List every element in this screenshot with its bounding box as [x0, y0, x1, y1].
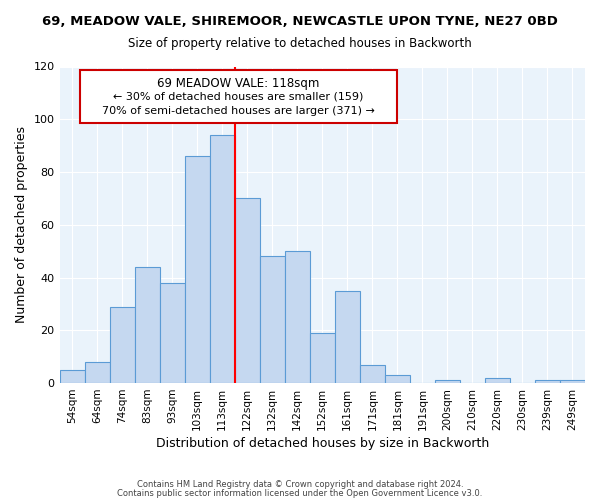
- Bar: [160, 283, 185, 383]
- Bar: [360, 364, 385, 383]
- Bar: [560, 380, 585, 383]
- Bar: [385, 375, 410, 383]
- Bar: [185, 156, 209, 383]
- Text: ← 30% of detached houses are smaller (159): ← 30% of detached houses are smaller (15…: [113, 92, 364, 102]
- Text: Contains HM Land Registry data © Crown copyright and database right 2024.: Contains HM Land Registry data © Crown c…: [137, 480, 463, 489]
- Bar: [335, 290, 360, 383]
- Bar: [485, 378, 510, 383]
- Bar: [285, 251, 310, 383]
- Bar: [535, 380, 560, 383]
- Bar: [260, 256, 285, 383]
- Bar: [80, 70, 397, 123]
- Bar: [435, 380, 460, 383]
- Text: 69, MEADOW VALE, SHIREMOOR, NEWCASTLE UPON TYNE, NE27 0BD: 69, MEADOW VALE, SHIREMOOR, NEWCASTLE UP…: [42, 15, 558, 28]
- Text: 70% of semi-detached houses are larger (371) →: 70% of semi-detached houses are larger (…: [102, 106, 375, 116]
- Y-axis label: Number of detached properties: Number of detached properties: [15, 126, 28, 324]
- X-axis label: Distribution of detached houses by size in Backworth: Distribution of detached houses by size …: [155, 437, 489, 450]
- Text: Size of property relative to detached houses in Backworth: Size of property relative to detached ho…: [128, 38, 472, 51]
- Bar: [59, 370, 85, 383]
- Text: Contains public sector information licensed under the Open Government Licence v3: Contains public sector information licen…: [118, 488, 482, 498]
- Bar: [310, 333, 335, 383]
- Bar: [110, 306, 134, 383]
- Bar: [235, 198, 260, 383]
- Bar: [209, 135, 235, 383]
- Bar: [134, 267, 160, 383]
- Text: 69 MEADOW VALE: 118sqm: 69 MEADOW VALE: 118sqm: [157, 77, 320, 90]
- Bar: [85, 362, 110, 383]
